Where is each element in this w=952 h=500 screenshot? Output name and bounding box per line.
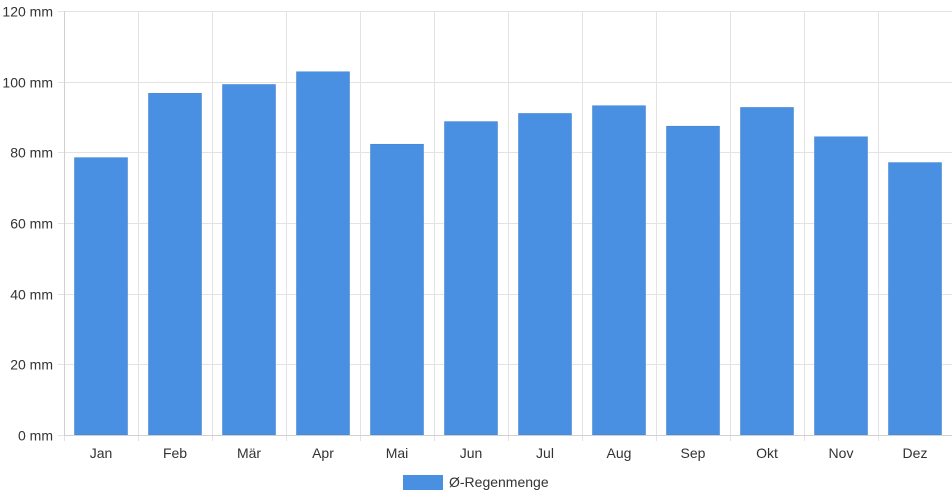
legend-label: Ø-Regenmenge xyxy=(449,474,549,490)
bar-Jan[interactable] xyxy=(74,157,128,436)
bar-Dez[interactable] xyxy=(888,162,942,436)
legend[interactable]: Ø-Regenmenge xyxy=(403,474,549,490)
x-tick-label: Jan xyxy=(90,445,113,461)
x-tick-label: Sep xyxy=(681,445,706,461)
y-tick-label: 20 mm xyxy=(10,357,53,373)
x-tick-label: Nov xyxy=(829,445,854,461)
bar-Feb[interactable] xyxy=(148,93,202,436)
bar-Apr[interactable] xyxy=(296,71,350,436)
bars xyxy=(74,71,942,436)
x-tick-label: Mai xyxy=(386,445,409,461)
x-tick-label: Mär xyxy=(237,445,261,461)
y-tick-label: 100 mm xyxy=(2,75,53,91)
x-tick-label: Aug xyxy=(607,445,632,461)
axes: 0 mm 20 mm 40 mm 60 mm 80 mm 100 mm 120 mm Jan F… xyxy=(2,4,952,461)
y-tick-label: 80 mm xyxy=(10,145,53,161)
grid xyxy=(58,11,952,441)
y-tick-label: 60 mm xyxy=(10,216,53,232)
y-tick-label: 40 mm xyxy=(10,287,53,303)
bar-Sep[interactable] xyxy=(666,125,720,436)
x-tick-label: Jun xyxy=(460,445,483,461)
bar-Aug[interactable] xyxy=(592,105,646,436)
bar-Jun[interactable] xyxy=(444,121,498,436)
bar-Mai[interactable] xyxy=(370,143,424,436)
bar-Mär[interactable] xyxy=(222,84,276,436)
y-tick-label: 0 mm xyxy=(18,428,53,444)
legend-swatch xyxy=(403,475,443,490)
x-tick-label: Dez xyxy=(903,445,928,461)
bar-Jul[interactable] xyxy=(518,113,572,436)
bar-Okt[interactable] xyxy=(740,107,794,436)
x-tick-label: Feb xyxy=(163,445,187,461)
x-tick-label: Okt xyxy=(756,445,778,461)
x-tick-label: Jul xyxy=(536,445,554,461)
bar-Nov[interactable] xyxy=(814,136,868,436)
x-tick-label: Apr xyxy=(312,445,334,461)
y-tick-label: 120 mm xyxy=(2,4,53,20)
